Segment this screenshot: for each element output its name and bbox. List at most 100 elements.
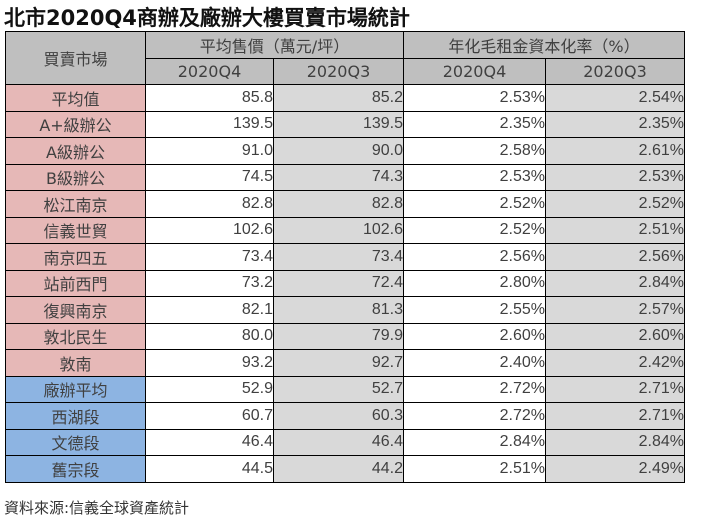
- price-q3-cell: 46.4: [273, 428, 404, 456]
- price-q3-cell: 44.2: [273, 455, 404, 483]
- price-q3-cell: 90.0: [273, 137, 404, 165]
- yield-q3-cell: 2.71%: [545, 375, 685, 403]
- header-row-group: 買賣市場 平均售價（萬元/坪） 年化毛租金資本化率（%）: [5, 31, 685, 85]
- market-cell: B級辦公: [5, 163, 146, 191]
- yield-q3-cell: 2.52%: [545, 190, 685, 218]
- table-row: 敦南 93.2 92.7 2.40% 2.42%: [5, 349, 685, 377]
- yield-q4-header: 2020Q4: [403, 57, 546, 85]
- market-cell: 文德段: [5, 428, 146, 456]
- yield-q4-cell: 2.84%: [403, 428, 546, 456]
- yield-q3-cell: 2.49%: [545, 455, 685, 483]
- source-note: 資料來源:信義全球資產統計: [4, 499, 190, 517]
- price-q4-cell: 52.9: [145, 375, 274, 403]
- price-q3-cell: 74.3: [273, 163, 404, 191]
- table-row: 文德段 46.4 46.4 2.84% 2.84%: [5, 428, 685, 456]
- table-row: 松江南京 82.8 82.8 2.52% 2.52%: [5, 190, 685, 218]
- yield-q3-cell: 2.71%: [545, 402, 685, 430]
- yield-q3-cell: 2.84%: [545, 428, 685, 456]
- yield-q4-cell: 2.72%: [403, 375, 546, 403]
- yield-q4-cell: 2.53%: [403, 84, 546, 112]
- yield-q4-cell: 2.35%: [403, 110, 546, 138]
- price-q3-cell: 73.4: [273, 243, 404, 271]
- header-row-period: 2020Q4 2020Q3 2020Q4 2020Q3: [6, 57, 685, 85]
- market-cell: 舊宗段: [5, 455, 146, 483]
- price-q4-header: 2020Q4: [145, 57, 274, 85]
- price-q4-cell: 82.8: [145, 190, 274, 218]
- market-cell: 站前西門: [5, 269, 146, 297]
- yield-q3-cell: 2.53%: [545, 163, 685, 191]
- price-q3-cell: 82.8: [273, 190, 404, 218]
- table-row: B級辦公 74.5 74.3 2.53% 2.53%: [5, 163, 685, 191]
- yield-q3-cell: 2.56%: [545, 243, 685, 271]
- yield-q3-cell: 2.60%: [545, 322, 685, 350]
- table-row: 南京四五 73.4 73.4 2.56% 2.56%: [5, 243, 685, 271]
- price-q3-cell: 81.3: [273, 296, 404, 324]
- price-q3-cell: 139.5: [273, 110, 404, 138]
- table-row: A級辦公 91.0 90.0 2.58% 2.61%: [5, 137, 685, 165]
- market-column-header: 買賣市場: [5, 31, 146, 85]
- price-q4-cell: 74.5: [145, 163, 274, 191]
- yield-q4-cell: 2.60%: [403, 322, 546, 350]
- price-group-header: 平均售價（萬元/坪）: [145, 31, 404, 59]
- market-cell: 西湖段: [5, 402, 146, 430]
- yield-q4-cell: 2.52%: [403, 190, 546, 218]
- price-q3-cell: 72.4: [273, 269, 404, 297]
- price-q4-cell: 93.2: [145, 349, 274, 377]
- table-row: 平均值 85.8 85.2 2.53% 2.54%: [5, 84, 685, 112]
- market-cell: 信義世貿: [5, 216, 146, 244]
- table-body: 平均值 85.8 85.2 2.53% 2.54% A+級辦公 139.5 139.5 2.35…: [5, 84, 685, 483]
- market-cell: 復興南京: [5, 296, 146, 324]
- price-q4-cell: 73.4: [145, 243, 274, 271]
- market-cell: A+級辦公: [5, 110, 146, 138]
- price-q4-cell: 60.7: [145, 402, 274, 430]
- yield-group-header: 年化毛租金資本化率（%）: [403, 31, 685, 59]
- price-q3-cell: 92.7: [273, 349, 404, 377]
- market-cell: 敦南: [5, 349, 146, 377]
- table-row: A+級辦公 139.5 139.5 2.35% 2.35%: [5, 110, 685, 138]
- yield-q3-cell: 2.54%: [545, 84, 685, 112]
- page-title: 北市2020Q4商辦及廠辦大樓買賣市場統計: [4, 6, 410, 30]
- price-q4-cell: 82.1: [145, 296, 274, 324]
- price-q3-cell: 102.6: [273, 216, 404, 244]
- yield-q3-header: 2020Q3: [545, 57, 685, 85]
- market-cell: 廠辦平均: [5, 375, 146, 403]
- yield-q4-cell: 2.51%: [403, 455, 546, 483]
- yield-q4-cell: 2.40%: [403, 349, 546, 377]
- market-statistics-table: 買賣市場 平均售價（萬元/坪） 年化毛租金資本化率（%） 2020Q4 2020…: [5, 31, 685, 483]
- price-q4-cell: 102.6: [145, 216, 274, 244]
- table-row: 廠辦平均 52.9 52.7 2.72% 2.71%: [5, 375, 685, 403]
- price-q4-cell: 139.5: [145, 110, 274, 138]
- yield-q3-cell: 2.42%: [545, 349, 685, 377]
- yield-q3-cell: 2.57%: [545, 296, 685, 324]
- price-q3-cell: 52.7: [273, 375, 404, 403]
- yield-q4-cell: 2.53%: [403, 163, 546, 191]
- yield-q3-cell: 2.35%: [545, 110, 685, 138]
- price-q3-cell: 79.9: [273, 322, 404, 350]
- market-cell: 松江南京: [5, 190, 146, 218]
- yield-q4-cell: 2.80%: [403, 269, 546, 297]
- price-q4-cell: 73.2: [145, 269, 274, 297]
- yield-q4-cell: 2.56%: [403, 243, 546, 271]
- yield-q3-cell: 2.84%: [545, 269, 685, 297]
- yield-q4-cell: 2.58%: [403, 137, 546, 165]
- price-q4-cell: 85.8: [145, 84, 274, 112]
- table-row: 敦北民生 80.0 79.9 2.60% 2.60%: [5, 322, 685, 350]
- table-row: 信義世貿 102.6 102.6 2.52% 2.51%: [5, 216, 685, 244]
- price-q3-cell: 85.2: [273, 84, 404, 112]
- yield-q4-cell: 2.52%: [403, 216, 546, 244]
- market-cell: A級辦公: [5, 137, 146, 165]
- market-cell: 敦北民生: [5, 322, 146, 350]
- market-cell: 平均值: [5, 84, 146, 112]
- table-row: 西湖段 60.7 60.3 2.72% 2.71%: [5, 402, 685, 430]
- price-q4-cell: 46.4: [145, 428, 274, 456]
- price-q4-cell: 91.0: [145, 137, 274, 165]
- market-cell: 南京四五: [5, 243, 146, 271]
- yield-q4-cell: 2.72%: [403, 402, 546, 430]
- price-q3-cell: 60.3: [273, 402, 404, 430]
- price-q4-cell: 44.5: [145, 455, 274, 483]
- price-q3-header: 2020Q3: [273, 57, 404, 85]
- table-row: 復興南京 82.1 81.3 2.55% 2.57%: [5, 296, 685, 324]
- table-row: 舊宗段 44.5 44.2 2.51% 2.49%: [5, 455, 685, 483]
- yield-q3-cell: 2.61%: [545, 137, 685, 165]
- yield-q3-cell: 2.51%: [545, 216, 685, 244]
